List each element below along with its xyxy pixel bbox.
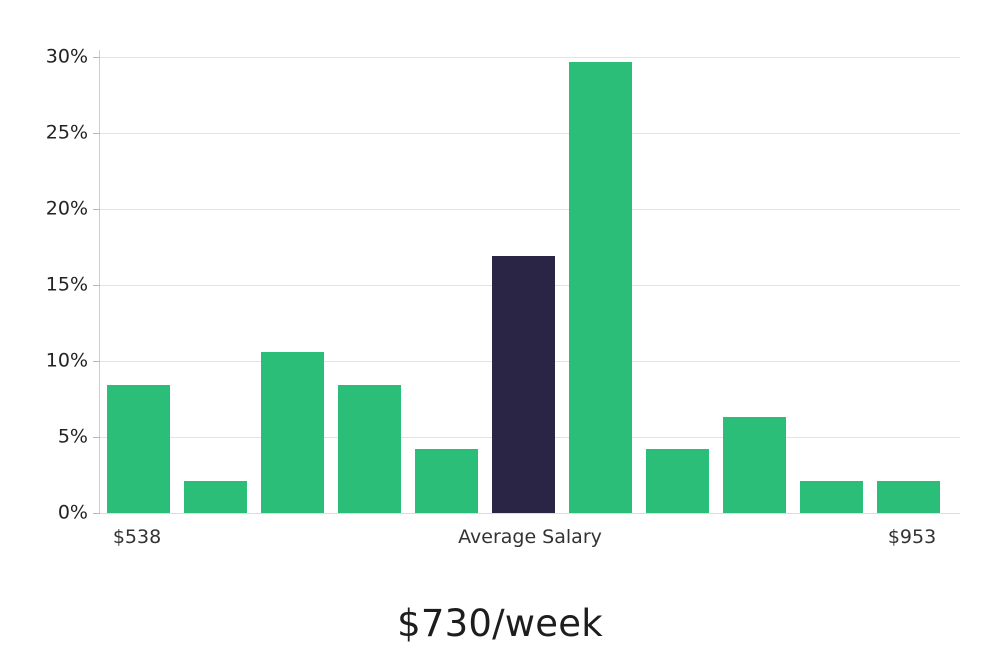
gridline	[99, 57, 960, 58]
y-axis-tick-label: 0%	[57, 501, 88, 524]
y-axis-tick-mark	[93, 437, 100, 438]
gridline	[99, 133, 960, 134]
bar-highlighted[interactable]	[492, 256, 555, 513]
bar[interactable]	[107, 385, 170, 513]
bar[interactable]	[569, 61, 632, 513]
y-axis-tick-mark	[93, 513, 100, 514]
bar[interactable]	[723, 417, 786, 513]
y-axis-tick-label: 10%	[45, 349, 88, 372]
y-axis-tick-label: 30%	[45, 45, 88, 68]
y-axis-tick-label: 20%	[45, 197, 88, 220]
x-axis-min-label: $538	[112, 526, 162, 548]
chart-title: $730/week	[397, 602, 603, 645]
x-axis-max-label: $953	[887, 526, 937, 548]
bar[interactable]	[184, 481, 247, 513]
y-axis-tick-mark	[93, 361, 100, 362]
y-axis-tick-mark	[93, 57, 100, 58]
gridline	[99, 209, 960, 210]
bar[interactable]	[415, 449, 478, 513]
bar[interactable]	[261, 351, 324, 513]
y-axis-tick-mark	[93, 133, 100, 134]
x-axis-center-label: Average Salary	[458, 526, 602, 548]
bar[interactable]	[877, 481, 940, 513]
x-axis-baseline	[99, 513, 960, 514]
y-axis-tick-label: 25%	[45, 121, 88, 144]
y-axis-line	[99, 50, 100, 514]
y-axis-tick-mark	[93, 285, 100, 286]
bar[interactable]	[338, 385, 401, 513]
bar[interactable]	[800, 481, 863, 513]
y-axis-tick-mark	[93, 209, 100, 210]
y-axis-tick-label: 15%	[45, 273, 88, 296]
y-axis-tick-label: 5%	[57, 425, 88, 448]
bar[interactable]	[646, 449, 709, 513]
y-axis-ticks: 0% 5% 10% 15% 20% 25% 30%	[0, 0, 100, 660]
